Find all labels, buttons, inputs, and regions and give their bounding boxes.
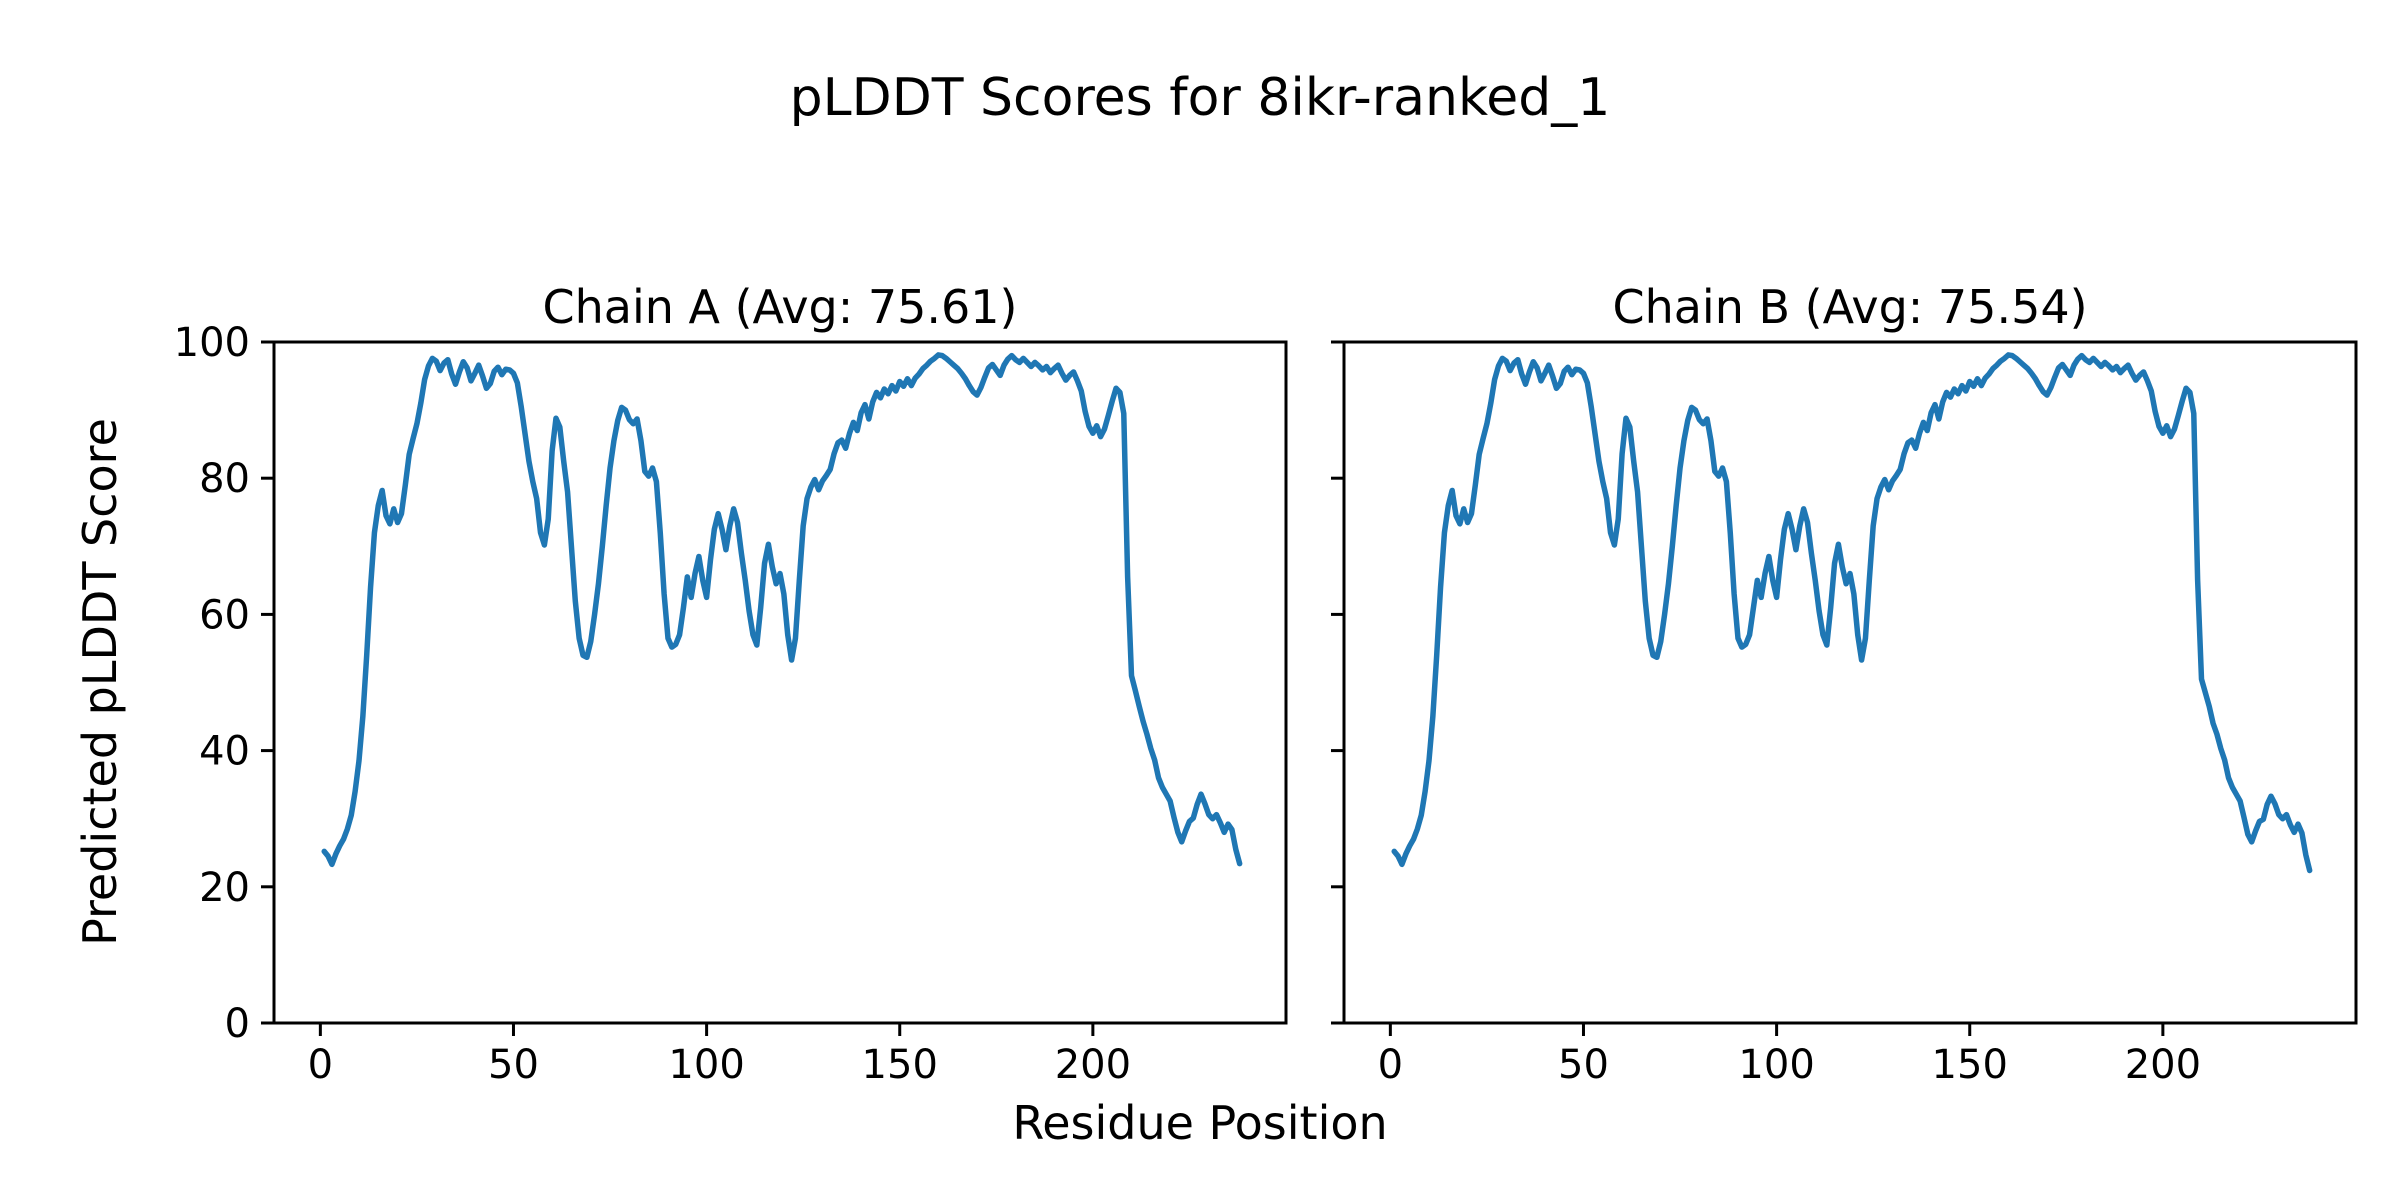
chain-a-plot: 0 50 100 150 200 0 20 40 60 80 100 — [174, 320, 1288, 1088]
y-tick-label: 60 — [199, 592, 250, 638]
x-tick-label: 200 — [1055, 1042, 1131, 1088]
x-tick-label: 150 — [1932, 1042, 2008, 1088]
x-tick-label: 100 — [668, 1042, 744, 1088]
y-tick-label: 0 — [225, 1001, 250, 1047]
axes-frame — [272, 340, 1288, 1025]
x-tick-label: 100 — [1738, 1042, 1814, 1088]
figure-title: pLDDT Scores for 8ikr-ranked_1 — [789, 68, 1611, 128]
y-tick-label: 100 — [174, 320, 250, 366]
y-axis-label: Predicted pLDDT Score — [73, 418, 127, 946]
plddt-line — [321, 352, 1243, 868]
x-tick-label: 200 — [2125, 1042, 2201, 1088]
axes-frame — [1342, 340, 2358, 1025]
x-tick-label: 150 — [862, 1042, 938, 1088]
y-tick-label: 20 — [199, 865, 250, 911]
y-tick-label: 40 — [199, 729, 250, 775]
x-axis-label: Residue Position — [1012, 1096, 1388, 1150]
x-tick-label: 50 — [1558, 1042, 1609, 1088]
y-tick-label: 80 — [199, 456, 250, 502]
chain-b-plot: 0 50 100 150 200 — [1331, 340, 2358, 1088]
x-tick-label: 0 — [308, 1042, 333, 1088]
x-tick-label: 50 — [488, 1042, 539, 1088]
chain-b-title: Chain B (Avg: 75.54) — [1612, 280, 2088, 334]
chain-a-title: Chain A (Avg: 75.61) — [542, 280, 1018, 334]
x-tick-label: 0 — [1378, 1042, 1403, 1088]
plddt-line — [1391, 352, 2313, 874]
